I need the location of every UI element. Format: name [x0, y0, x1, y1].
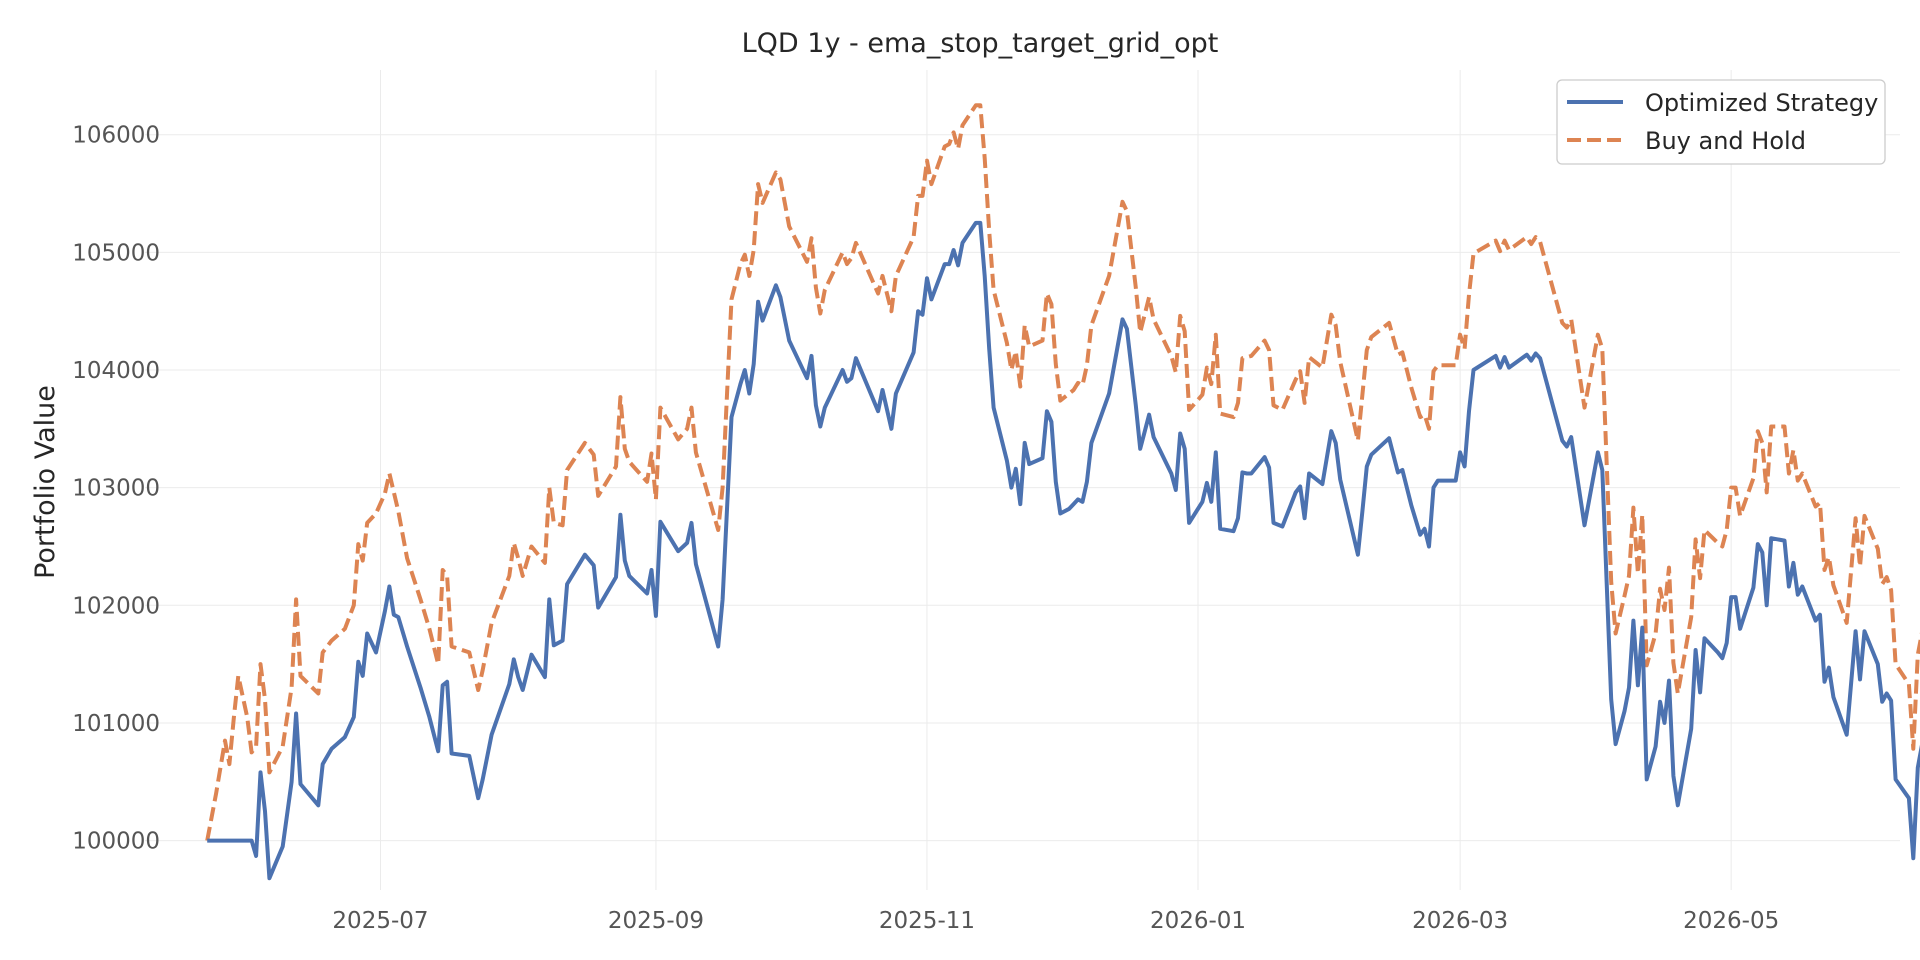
x-tick-label: 2026-03	[1412, 908, 1508, 934]
x-tick-label: 2025-07	[332, 908, 428, 934]
y-axis-label: Portfolio Value	[30, 385, 61, 579]
axes: 100000 101000 102000 103000 104000 105000 1060…	[72, 123, 1779, 934]
series-layer	[205, 103, 1920, 881]
y-tick-label: 105000	[72, 240, 160, 266]
x-tick-label: 2025-09	[608, 908, 704, 934]
chart-title: LQD 1y - ema_stop_target_grid_opt	[742, 28, 1219, 59]
x-tick-label: 2025-11	[879, 908, 975, 934]
y-tick-label: 102000	[72, 593, 160, 619]
y-tick-label: 104000	[72, 358, 160, 384]
legend: Optimized Strategy Buy and Hold	[1556, 79, 1886, 165]
legend-label-buy-and-hold: Buy and Hold	[1645, 127, 1806, 155]
x-tick-label: 2026-05	[1683, 908, 1779, 934]
y-tick-label: 106000	[72, 123, 160, 149]
x-tick-label: 2026-01	[1150, 908, 1246, 934]
series-line-buy-and-hold	[205, 103, 1920, 841]
series-line-optimized-strategy	[207, 220, 1920, 881]
legend-box	[1556, 79, 1886, 165]
y-tick-label: 103000	[72, 476, 160, 502]
y-tick-label: 101000	[72, 711, 160, 737]
y-tick-label: 100000	[72, 829, 160, 855]
legend-label-optimized-strategy: Optimized Strategy	[1645, 89, 1878, 117]
